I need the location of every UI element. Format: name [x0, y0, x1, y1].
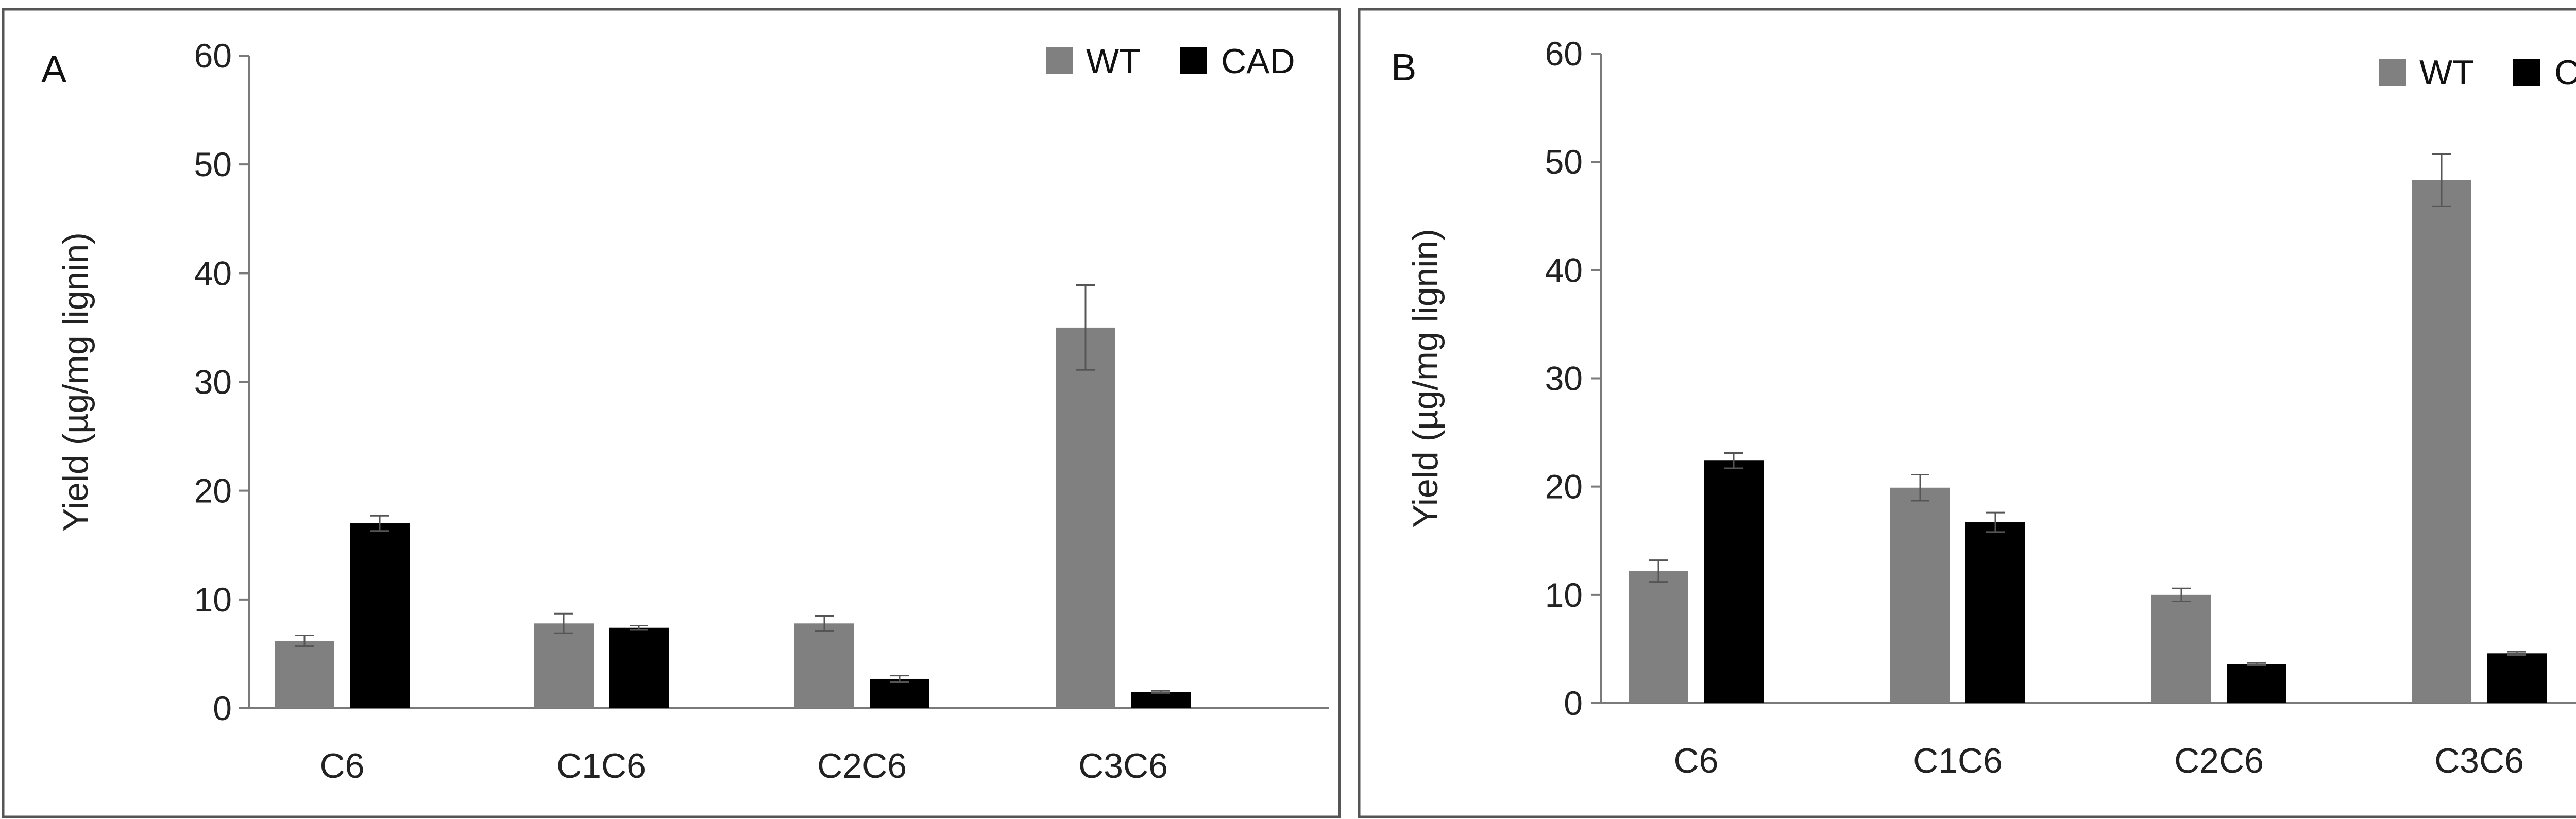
- chart-panel-a: A 0 10 20 30 40 50 60 Yield (µg/mg lignin) C6 C1C6…: [2, 8, 1341, 818]
- y-axis-title: Yield (µg/mg lignin): [1406, 229, 1445, 528]
- bar-wt-c1c6: [1890, 487, 1950, 703]
- x-category-label: C2C6: [2174, 741, 2264, 780]
- y-tick-label: 40: [194, 254, 232, 292]
- legend-swatch-wt: [2379, 59, 2406, 86]
- x-category-label: C1C6: [1913, 741, 2003, 780]
- x-category-label: C2C6: [817, 746, 907, 786]
- y-tick-label: 50: [1545, 143, 1583, 181]
- legend-swatch-cad: [1180, 47, 1207, 74]
- chart-panel-b: B 0 10 20 30 40 50 60 Yield (µg/mg lignin) C6 C1C6…: [1358, 8, 2576, 818]
- bar-wt-c3c6: [2412, 180, 2471, 703]
- bar-cad-c6: [1704, 460, 1764, 703]
- legend-label-cad: CAD: [1221, 42, 1295, 81]
- panel-letter: B: [1391, 46, 1416, 89]
- bar-wt-c6: [1629, 571, 1688, 703]
- x-category-label: C3C6: [2434, 741, 2524, 780]
- x-category-label: C1C6: [556, 746, 646, 786]
- legend-swatch-wt: [1046, 47, 1073, 74]
- panel-letter: A: [41, 48, 67, 91]
- y-tick-label: 10: [1545, 576, 1583, 614]
- x-category-label: C3C6: [1078, 746, 1168, 786]
- y-tick-label: 20: [1545, 468, 1583, 506]
- legend-swatch-cad: [2513, 59, 2540, 86]
- bar-wt-c3c6: [1056, 327, 1115, 708]
- y-axis-title: Yield (µg/mg lignin): [56, 232, 95, 532]
- bar-wt-c2c6: [794, 623, 854, 708]
- bar-cad-c6: [350, 523, 410, 708]
- panel-frame: [2, 8, 1341, 818]
- y-tick-label: 0: [1564, 684, 1583, 722]
- bar-cad-c2c6: [2227, 664, 2286, 703]
- bar-cad-c3c6: [1131, 692, 1191, 708]
- y-tick-label: 60: [1545, 35, 1583, 73]
- y-tick-label: 60: [194, 37, 232, 75]
- y-tick-label: 40: [1545, 251, 1583, 289]
- legend-label-wt: WT: [1086, 42, 1141, 81]
- y-tick-label: 10: [194, 581, 232, 619]
- bar-cad-c2c6: [870, 678, 929, 708]
- bar-wt-c2c6: [2151, 594, 2211, 703]
- y-tick-label: 20: [194, 472, 232, 510]
- y-tick-label: 30: [194, 363, 232, 401]
- legend-label-cad: CAD: [2554, 53, 2576, 92]
- bar-wt-c1c6: [534, 623, 594, 708]
- y-tick-label: 30: [1545, 360, 1583, 398]
- bar-cad-c1c6: [1965, 522, 2025, 703]
- y-tick-label: 50: [194, 145, 232, 183]
- bar-cad-c1c6: [609, 627, 669, 708]
- bar-cad-c3c6: [2487, 653, 2547, 703]
- bar-wt-c6: [275, 641, 334, 708]
- x-category-label: C6: [1674, 741, 1719, 780]
- legend-label-wt: WT: [2419, 53, 2474, 92]
- x-category-label: C6: [320, 746, 365, 786]
- y-tick-label: 0: [213, 689, 232, 727]
